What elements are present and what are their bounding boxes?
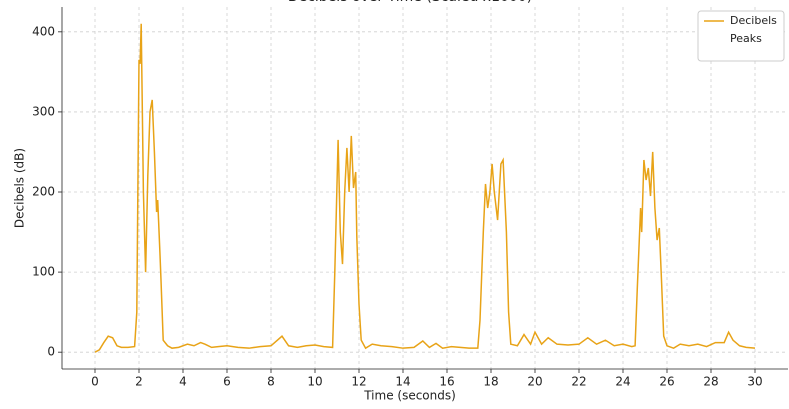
x-tick-label: 12 [351,375,366,389]
x-axis-label: Time (seconds) [363,389,456,403]
x-tick-label: 20 [527,375,542,389]
x-tick-label: 14 [395,375,410,389]
x-tick-label: 26 [659,375,674,389]
y-axis-label: Decibels (dB) [13,148,27,228]
y-tick-label: 0 [47,345,55,359]
x-tick-label: 16 [439,375,454,389]
legend-label: Decibels [730,14,777,27]
legend-label: Peaks [730,32,762,45]
x-tick-label: 28 [703,375,718,389]
legend: Decibels Peaks [697,10,785,62]
y-tick-label: 200 [32,185,55,199]
x-tick-label: 24 [615,375,630,389]
legend-box [697,10,785,62]
x-tick-label: 10 [307,375,322,389]
x-tick-label: 0 [91,375,99,389]
x-tick-label: 22 [571,375,586,389]
y-tick-label: 100 [32,265,55,279]
chart-title: Decibels over Time (Scaled x1000) [288,0,532,5]
data-line [94,23,756,353]
x-tick-label: 6 [223,375,231,389]
x-tick-label: 2 [135,375,143,389]
x-tick-label: 8 [267,375,275,389]
y-tick-label: 400 [32,24,55,38]
x-tick-label: 4 [179,375,187,389]
x-tick-label: 18 [483,375,498,389]
x-tick-label: 30 [747,375,762,389]
y-tick-label: 300 [32,104,55,118]
